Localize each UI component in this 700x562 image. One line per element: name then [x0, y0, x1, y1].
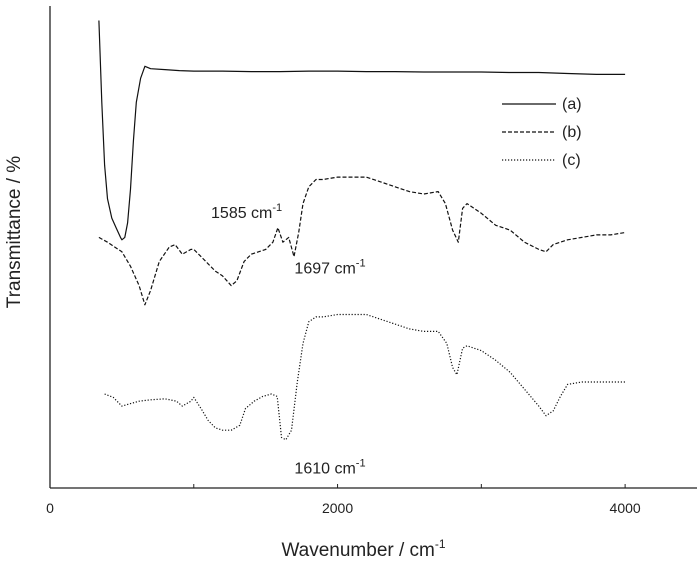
x-axis-title-text: Wavenumber / cm [281, 540, 434, 561]
annotation-label: 1697 cm-1 [294, 258, 365, 278]
legend-label: (b) [562, 124, 582, 141]
x-tick-label: 4000 [610, 500, 641, 516]
x-axis-title-superscript: -1 [435, 537, 446, 551]
annotation-text: 1697 cm [294, 261, 355, 278]
series-layer [98, 20, 626, 441]
legend: (a) (b) (c) [502, 96, 582, 169]
annotation-text: 1585 cm [211, 205, 272, 222]
annotation-superscript: -1 [356, 458, 366, 470]
series-line-b [98, 176, 626, 306]
annotation-label: 1610 cm-1 [294, 458, 365, 478]
annotation-text: 1610 cm [294, 461, 355, 478]
legend-label: (c) [562, 152, 581, 169]
annotation-superscript: -1 [356, 258, 366, 270]
x-ticks: 0 2000 4000 [46, 484, 641, 516]
x-axis-title: Wavenumber / cm-1 [281, 537, 445, 561]
series-line-a [98, 20, 626, 241]
y-axis-title: Transmittance / % [4, 156, 25, 309]
x-tick-label: 0 [46, 500, 54, 516]
series-line-c [104, 313, 626, 441]
annotation-superscript: -1 [272, 202, 282, 214]
annotation-label: 1585 cm-1 [211, 202, 282, 222]
x-tick-label: 2000 [322, 500, 353, 516]
axes-layer [49, 6, 697, 489]
legend-label: (a) [562, 96, 582, 113]
